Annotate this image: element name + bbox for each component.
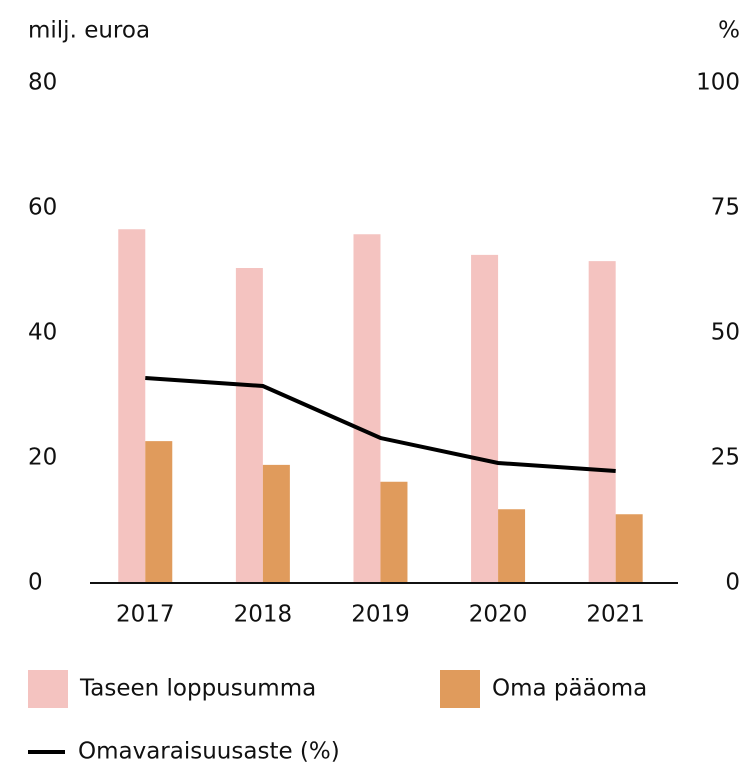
y-tick-label: 40 (28, 320, 57, 346)
bar (262, 464, 290, 583)
y2-tick-label: 100 (696, 70, 740, 96)
bar (615, 514, 643, 583)
y2-tick-label: 25 (711, 445, 740, 471)
y2-tick-label: 50 (711, 320, 740, 346)
bar (380, 481, 408, 583)
x-tick-label: 2019 (351, 602, 410, 628)
legend-label: Omavaraisuusaste (%) (78, 739, 340, 765)
y-tick-label: 80 (28, 70, 57, 96)
legend-swatch (440, 670, 480, 708)
y2-tick-label: 0 (725, 570, 740, 596)
bar (353, 234, 381, 583)
bar (145, 441, 173, 583)
x-tick-label: 2018 (234, 602, 293, 628)
y-tick-label: 20 (28, 445, 57, 471)
bar (588, 261, 616, 583)
y-tick-label: 60 (28, 195, 57, 221)
bar (498, 509, 526, 583)
y2-tick-label: 75 (711, 195, 740, 221)
legend-label: Oma pääoma (492, 676, 647, 702)
line (145, 376, 616, 473)
y-axis-label: milj. euroa (28, 18, 150, 44)
bar (118, 229, 146, 583)
x-tick-label: 2021 (586, 602, 645, 628)
bar (471, 254, 499, 583)
bar (235, 268, 263, 583)
y2-axis-label: % (718, 18, 740, 44)
legend-swatch (28, 670, 68, 708)
x-tick-label: 2017 (116, 602, 175, 628)
x-tick-label: 2020 (469, 602, 528, 628)
legend-label: Taseen loppusumma (79, 676, 316, 702)
y-tick-label: 0 (28, 570, 43, 596)
